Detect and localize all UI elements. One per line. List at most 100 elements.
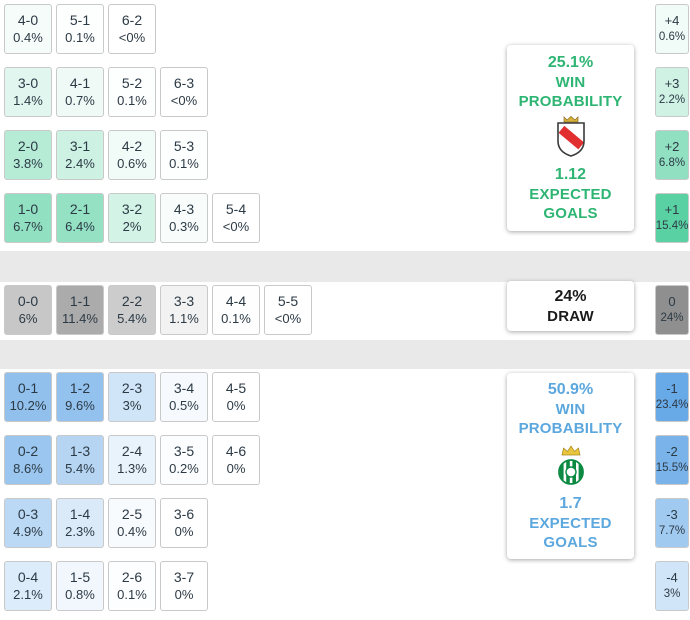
score-cell-4-1: 4-1 0.7% xyxy=(56,67,104,117)
section-divider xyxy=(0,340,690,369)
score-cell-5-1: 5-1 0.1% xyxy=(56,4,104,54)
score-label: 2-6 xyxy=(121,569,143,586)
score-cell-0-1: 0-1 10.2% xyxy=(4,372,52,422)
score-cell-5-4: 5-4 <0% xyxy=(212,193,260,243)
score-row: 0-3 4.9% 1-4 2.3% 2-5 0.4% 3-6 0% xyxy=(4,498,260,548)
home-win-scores-grid: 4-0 0.4% 5-1 0.1% 6-2 <0% 3-0 1.4% 4-1 0.7% 5-2 0.1… xyxy=(4,4,260,256)
goal-margin-probability: 3% xyxy=(663,587,681,600)
goal-margin-label: +2 xyxy=(664,139,680,155)
goal-margin-cell-+4: +4 0.6% xyxy=(655,4,689,54)
score-cell-5-2: 5-2 0.1% xyxy=(108,67,156,117)
goal-margin-cell-+3: +3 2.2% xyxy=(655,67,689,117)
score-label: 5-3 xyxy=(173,138,195,155)
score-cell-5-3: 5-3 0.1% xyxy=(160,130,208,180)
goal-margin-label: -3 xyxy=(666,507,678,523)
score-probability: <0% xyxy=(170,92,198,108)
score-label: 5-4 xyxy=(225,201,247,218)
score-probability: 0.1% xyxy=(221,310,251,326)
away-win-card: 50.9% WIN PROBABILITY xyxy=(507,373,634,559)
score-probability: 3.8% xyxy=(13,155,43,171)
score-probability: 5.4% xyxy=(117,310,147,326)
score-label: 4-6 xyxy=(225,443,247,460)
goal-margin-probability: 23.4% xyxy=(655,398,689,411)
score-probability: 11.4% xyxy=(62,310,98,326)
away-goal-margin-column: -1 23.4% -2 15.5% -3 7.7% -4 3% xyxy=(655,372,689,620)
score-probability: 0.4% xyxy=(13,29,43,45)
goal-margin-probability: 24% xyxy=(660,311,684,324)
rayo-vallecano-crest xyxy=(548,116,591,161)
score-probability: 0.3% xyxy=(169,218,199,234)
score-label: 3-3 xyxy=(173,293,195,310)
score-label: 3-5 xyxy=(173,443,195,460)
goal-margin-label: -2 xyxy=(666,444,678,460)
score-row: 0-1 10.2% 1-2 9.6% 2-3 3% 3-4 0.5% 4-5 0% xyxy=(4,372,260,422)
draw-label: DRAW xyxy=(547,307,594,325)
score-cell-2-6: 2-6 0.1% xyxy=(108,561,156,611)
goal-margin-probability: 0.6% xyxy=(658,30,686,43)
score-cell-3-5: 3-5 0.2% xyxy=(160,435,208,485)
score-cell-2-2: 2-2 5.4% xyxy=(108,285,156,335)
score-label: 0-1 xyxy=(17,380,39,397)
away-expected-label-line2: GOALS xyxy=(543,534,598,551)
score-cell-4-6: 4-6 0% xyxy=(212,435,260,485)
draw-scores-grid: 0-0 6% 1-1 11.4% 2-2 5.4% 3-3 1.1% 4-4 0.1% 5-5 <0% xyxy=(4,285,312,348)
score-probability: 0% xyxy=(174,523,194,539)
away-win-label-line2: PROBABILITY xyxy=(518,420,623,437)
draw-goal-margin-column: 0 24% xyxy=(655,285,689,348)
score-probability: 6% xyxy=(18,310,38,326)
goal-margin-cell--2: -2 15.5% xyxy=(655,435,689,485)
score-label: 0-0 xyxy=(17,293,39,310)
home-win-probability: 25.1% xyxy=(547,54,594,71)
score-label: 4-5 xyxy=(225,380,247,397)
score-cell-3-0: 3-0 1.4% xyxy=(4,67,52,117)
score-cell-4-0: 4-0 0.4% xyxy=(4,4,52,54)
score-probability: 8.6% xyxy=(13,460,43,476)
score-row: 2-0 3.8% 3-1 2.4% 4-2 0.6% 5-3 0.1% xyxy=(4,130,260,180)
score-probability: 0.5% xyxy=(169,397,199,413)
section-divider xyxy=(0,251,690,282)
score-cell-3-7: 3-7 0% xyxy=(160,561,208,611)
score-label: 3-0 xyxy=(17,75,39,92)
home-goal-margin-column: +4 0.6% +3 2.2% +2 6.8% +1 15.4% xyxy=(655,4,689,256)
score-row: 0-4 2.1% 1-5 0.8% 2-6 0.1% 3-7 0% xyxy=(4,561,260,611)
away-win-probability: 50.9% xyxy=(547,381,594,398)
score-label: 2-2 xyxy=(121,293,143,310)
score-probability: 0.7% xyxy=(65,92,95,108)
score-probability: 4.9% xyxy=(13,523,43,539)
score-cell-2-0: 2-0 3.8% xyxy=(4,130,52,180)
score-probability: 3% xyxy=(122,397,142,413)
score-cell-0-4: 0-4 2.1% xyxy=(4,561,52,611)
score-probability: <0% xyxy=(118,29,146,45)
score-label: 3-6 xyxy=(173,506,195,523)
score-cell-4-4: 4-4 0.1% xyxy=(212,285,260,335)
draw-card: 24% DRAW xyxy=(507,281,634,331)
score-probability: 6.7% xyxy=(13,218,43,234)
score-cell-2-1: 2-1 6.4% xyxy=(56,193,104,243)
score-label: 5-5 xyxy=(277,293,299,310)
score-probability: 0.6% xyxy=(117,155,147,171)
score-cell-6-3: 6-3 <0% xyxy=(160,67,208,117)
score-probability: 6.4% xyxy=(65,218,95,234)
score-probability: 0.1% xyxy=(117,586,147,602)
goal-margin-cell--4: -4 3% xyxy=(655,561,689,611)
goal-margin-cell-0: 0 24% xyxy=(655,285,689,335)
score-probability: 0.1% xyxy=(65,29,95,45)
score-probability: 0% xyxy=(174,586,194,602)
score-label: 1-1 xyxy=(69,293,91,310)
score-label: 4-0 xyxy=(17,12,39,29)
goal-margin-probability: 15.5% xyxy=(655,461,689,474)
score-label: 1-2 xyxy=(69,380,91,397)
score-row: 1-0 6.7% 2-1 6.4% 3-2 2% 4-3 0.3% 5-4 <0% xyxy=(4,193,260,243)
score-label: 5-2 xyxy=(121,75,143,92)
score-label: 3-4 xyxy=(173,380,195,397)
goal-margin-label: -1 xyxy=(666,381,678,397)
score-probability: <0% xyxy=(222,218,250,234)
score-cell-4-3: 4-3 0.3% xyxy=(160,193,208,243)
real-betis-crest xyxy=(551,443,591,489)
score-probability: <0% xyxy=(274,310,302,326)
score-cell-1-3: 1-3 5.4% xyxy=(56,435,104,485)
score-cell-1-4: 1-4 2.3% xyxy=(56,498,104,548)
goal-margin-cell-+2: +2 6.8% xyxy=(655,130,689,180)
score-cell-2-3: 2-3 3% xyxy=(108,372,156,422)
